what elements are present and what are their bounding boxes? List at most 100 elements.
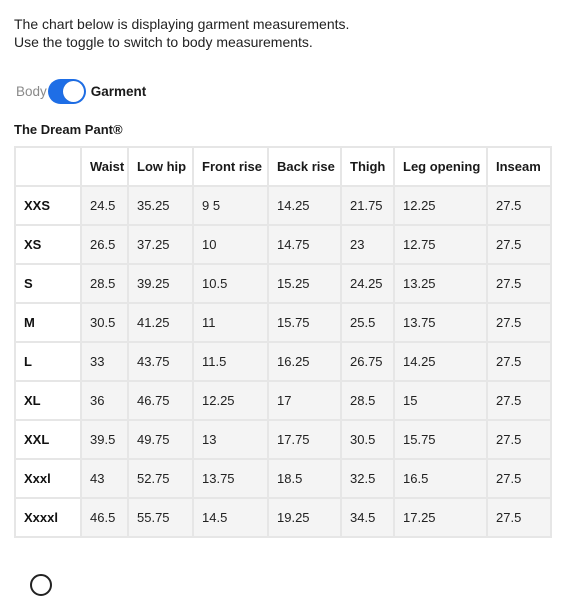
measurement-cell: 10 bbox=[192, 224, 269, 265]
table-header-row: Waist Low hip Front rise Back rise Thigh Leg … bbox=[14, 146, 552, 187]
size-label: XS bbox=[14, 224, 82, 265]
intro-line-2: Use the toggle to switch to body measure… bbox=[14, 34, 313, 50]
measurement-cell: 11.5 bbox=[192, 341, 269, 382]
measurement-cell: 36 bbox=[80, 380, 129, 421]
toggle-knob bbox=[62, 80, 84, 102]
measurement-cell: 27.5 bbox=[486, 458, 552, 499]
table-row: S 28.5 39.25 10.5 15.25 24.25 13.25 27.5 bbox=[14, 263, 552, 304]
measurement-cell: 39.5 bbox=[80, 419, 129, 460]
measurement-cell: 13.25 bbox=[393, 263, 488, 304]
measurement-cell: 12.25 bbox=[393, 185, 488, 226]
measurement-cell: 27.5 bbox=[486, 263, 552, 304]
measurement-cell: 49.75 bbox=[127, 419, 194, 460]
size-label: Xxxxl bbox=[14, 497, 82, 538]
table-row: M 30.5 41.25 11 15.75 25.5 13.75 27.5 bbox=[14, 302, 552, 343]
measurement-cell: 15.75 bbox=[267, 302, 342, 343]
size-label: S bbox=[14, 263, 82, 304]
measurement-cell: 30.5 bbox=[340, 419, 395, 460]
measurement-cell: 23 bbox=[340, 224, 395, 265]
measurement-cell: 10.5 bbox=[192, 263, 269, 304]
measurement-cell: 35.25 bbox=[127, 185, 194, 226]
measurement-cell: 15.75 bbox=[393, 419, 488, 460]
measurement-cell: 12.75 bbox=[393, 224, 488, 265]
size-label: XXS bbox=[14, 185, 82, 226]
measurement-cell: 43.75 bbox=[127, 341, 194, 382]
measurement-cell: 14.25 bbox=[267, 185, 342, 226]
measurement-cell: 37.25 bbox=[127, 224, 194, 265]
measurement-cell: 13 bbox=[192, 419, 269, 460]
measurement-toggle-switch[interactable] bbox=[47, 78, 86, 104]
measurement-cell: 14.75 bbox=[267, 224, 342, 265]
measurement-cell: 26.75 bbox=[340, 341, 395, 382]
measurement-cell: 43 bbox=[80, 458, 129, 499]
measurement-cell: 32.5 bbox=[340, 458, 395, 499]
measurement-cell: 11 bbox=[192, 302, 269, 343]
measurement-cell: 21.75 bbox=[340, 185, 395, 226]
measurement-cell: 15 bbox=[393, 380, 488, 421]
measurement-cell: 41.25 bbox=[127, 302, 194, 343]
size-label: XXL bbox=[14, 419, 82, 460]
measurement-cell: 46.5 bbox=[80, 497, 129, 538]
measurement-cell: 27.5 bbox=[486, 302, 552, 343]
column-header: Leg opening bbox=[393, 146, 488, 187]
measurement-cell: 46.75 bbox=[127, 380, 194, 421]
measurement-cell: 13.75 bbox=[393, 302, 488, 343]
size-label: M bbox=[14, 302, 82, 343]
table-row: Xxxl 43 52.75 13.75 18.5 32.5 16.5 27.5 bbox=[14, 458, 552, 499]
measurement-cell: 15.25 bbox=[267, 263, 342, 304]
measurement-cell: 30.5 bbox=[80, 302, 129, 343]
measurement-cell: 25.5 bbox=[340, 302, 395, 343]
partial-circle-icon bbox=[30, 574, 52, 596]
measurement-cell: 55.75 bbox=[127, 497, 194, 538]
table-row: Xxxxl 46.5 55.75 14.5 19.25 34.5 17.25 27.5 bbox=[14, 497, 552, 538]
measurement-cell: 24.25 bbox=[340, 263, 395, 304]
measurement-cell: 9 5 bbox=[192, 185, 269, 226]
measurement-cell: 19.25 bbox=[267, 497, 342, 538]
column-header: Waist bbox=[80, 146, 129, 187]
measurement-cell: 17.25 bbox=[393, 497, 488, 538]
measurement-cell: 33 bbox=[80, 341, 129, 382]
column-header: Thigh bbox=[340, 146, 395, 187]
column-header-size bbox=[14, 146, 82, 187]
measurement-cell: 17.75 bbox=[267, 419, 342, 460]
measurement-cell: 27.5 bbox=[486, 341, 552, 382]
intro-text: The chart below is displaying garment me… bbox=[14, 15, 349, 51]
measurement-cell: 27.5 bbox=[486, 497, 552, 538]
product-title: The Dream Pant® bbox=[14, 122, 123, 137]
measurement-cell: 27.5 bbox=[486, 380, 552, 421]
size-label: L bbox=[14, 341, 82, 382]
measurement-cell: 26.5 bbox=[80, 224, 129, 265]
intro-line-1: The chart below is displaying garment me… bbox=[14, 16, 350, 32]
column-header: Back rise bbox=[267, 146, 342, 187]
measurement-cell: 27.5 bbox=[486, 185, 552, 226]
measurement-cell: 24.5 bbox=[80, 185, 129, 226]
table-row: XS 26.5 37.25 10 14.75 23 12.75 27.5 bbox=[14, 224, 552, 265]
measurement-cell: 13.75 bbox=[192, 458, 269, 499]
toggle-label-body[interactable]: Body bbox=[16, 83, 47, 99]
measurement-cell: 28.5 bbox=[80, 263, 129, 304]
table-row: XL 36 46.75 12.25 17 28.5 15 27.5 bbox=[14, 380, 552, 421]
measurement-cell: 16.5 bbox=[393, 458, 488, 499]
table-row: L 33 43.75 11.5 16.25 26.75 14.25 27.5 bbox=[14, 341, 552, 382]
toggle-label-garment[interactable]: Garment bbox=[90, 83, 147, 99]
table-body: XXS 24.5 35.25 9 5 14.25 21.75 12.25 27.5 XS 26.5… bbox=[14, 185, 552, 538]
size-label: Xxxl bbox=[14, 458, 82, 499]
measurement-cell: 52.75 bbox=[127, 458, 194, 499]
measurement-cell: 14.5 bbox=[192, 497, 269, 538]
measurement-cell: 18.5 bbox=[267, 458, 342, 499]
measurement-cell: 16.25 bbox=[267, 341, 342, 382]
column-header: Low hip bbox=[127, 146, 194, 187]
measurement-cell: 12.25 bbox=[192, 380, 269, 421]
measurement-toggle-row: Body Garment bbox=[16, 78, 146, 104]
measurement-cell: 27.5 bbox=[486, 224, 552, 265]
measurement-cell: 39.25 bbox=[127, 263, 194, 304]
measurement-cell: 17 bbox=[267, 380, 342, 421]
size-label: XL bbox=[14, 380, 82, 421]
size-chart-table: Waist Low hip Front rise Back rise Thigh Leg … bbox=[14, 146, 552, 538]
column-header: Inseam bbox=[486, 146, 552, 187]
table-row: XXL 39.5 49.75 13 17.75 30.5 15.75 27.5 bbox=[14, 419, 552, 460]
measurement-cell: 34.5 bbox=[340, 497, 395, 538]
measurement-cell: 27.5 bbox=[486, 419, 552, 460]
column-header: Front rise bbox=[192, 146, 269, 187]
measurement-cell: 28.5 bbox=[340, 380, 395, 421]
